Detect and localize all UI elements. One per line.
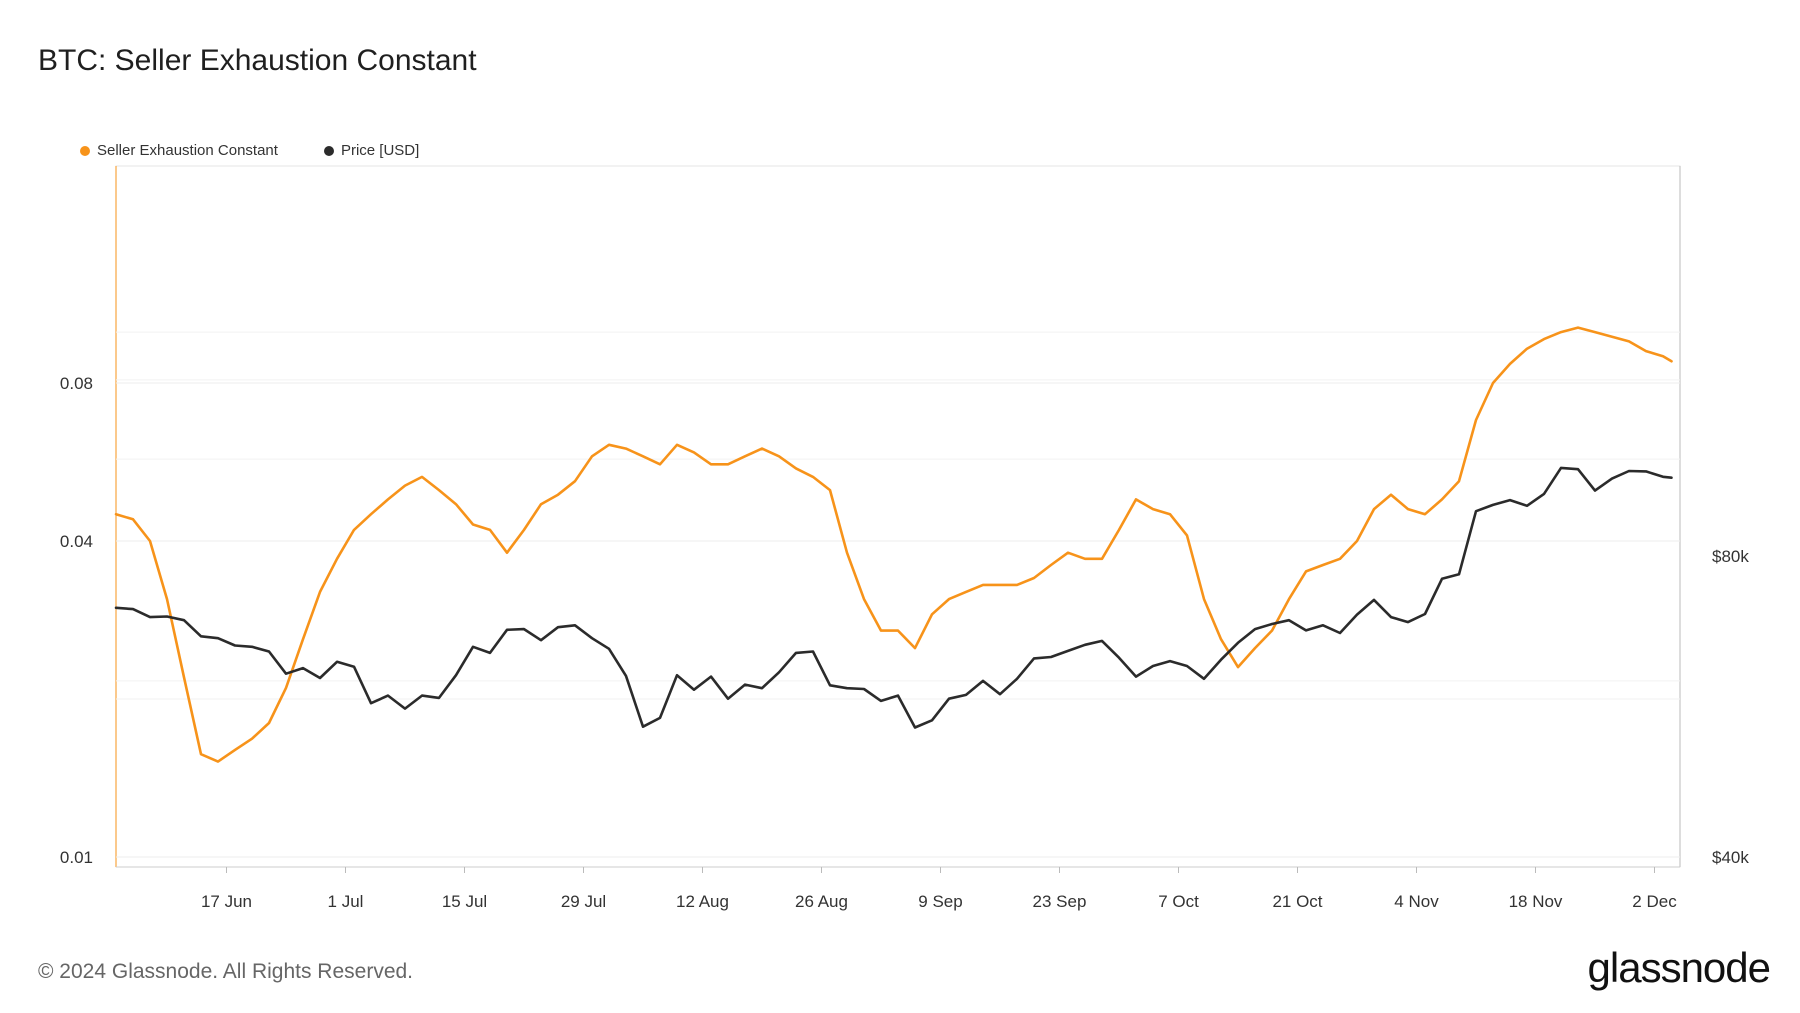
legend-dot-sec bbox=[80, 145, 90, 156]
x-tick-label: 23 Sep bbox=[1033, 892, 1087, 911]
chart-legend: Seller Exhaustion Constant Price [USD] bbox=[80, 142, 419, 159]
x-tick-label: 17 Jun bbox=[201, 892, 252, 911]
legend-item-sec[interactable]: Seller Exhaustion Constant bbox=[80, 142, 278, 159]
series-line-price bbox=[114, 466, 1673, 729]
chart-title: BTC: Seller Exhaustion Constant bbox=[38, 44, 477, 77]
x-tick-label: 9 Sep bbox=[918, 892, 962, 911]
x-tick-label: 2 Dec bbox=[1632, 892, 1677, 911]
x-tick-label: 21 Oct bbox=[1272, 892, 1322, 911]
chart-canvas[interactable]: 0.01 0.04 0.08 $40k $80k 17 Jun 1 Jul 15 Jul 29 … bbox=[0, 0, 1800, 930]
x-tick-label: 26 Aug bbox=[795, 892, 848, 911]
y-left-tick-label: 0.04 bbox=[60, 532, 93, 551]
x-tick-label: 15 Jul bbox=[442, 892, 487, 911]
x-tick-label: 7 Oct bbox=[1158, 892, 1199, 911]
x-tick-label: 29 Jul bbox=[561, 892, 606, 911]
legend-label-sec: Seller Exhaustion Constant bbox=[97, 142, 278, 159]
x-tick-label: 1 Jul bbox=[328, 892, 364, 911]
plot-frame bbox=[115, 165, 1681, 868]
y-left-tick-label: 0.01 bbox=[60, 848, 93, 867]
legend-label-price: Price [USD] bbox=[340, 142, 420, 159]
x-tick-label: 12 Aug bbox=[676, 892, 729, 911]
x-tick-label: 18 Nov bbox=[1509, 892, 1563, 911]
legend-dot-price bbox=[323, 145, 334, 156]
y-left-tick-label: 0.08 bbox=[60, 374, 93, 393]
copyright-footer: © 2024 Glassnode. All Rights Reserved. bbox=[38, 960, 414, 983]
x-tick-label: 4 Nov bbox=[1394, 892, 1439, 911]
legend-item-price[interactable]: Price [USD] bbox=[323, 142, 420, 159]
y-right-tick-label: $40k bbox=[1712, 848, 1749, 867]
y-right-tick-label: $80k bbox=[1712, 547, 1749, 566]
glassnode-logo: glassnode bbox=[1587, 944, 1771, 991]
series-line-seller-exhaustion bbox=[114, 326, 1673, 763]
